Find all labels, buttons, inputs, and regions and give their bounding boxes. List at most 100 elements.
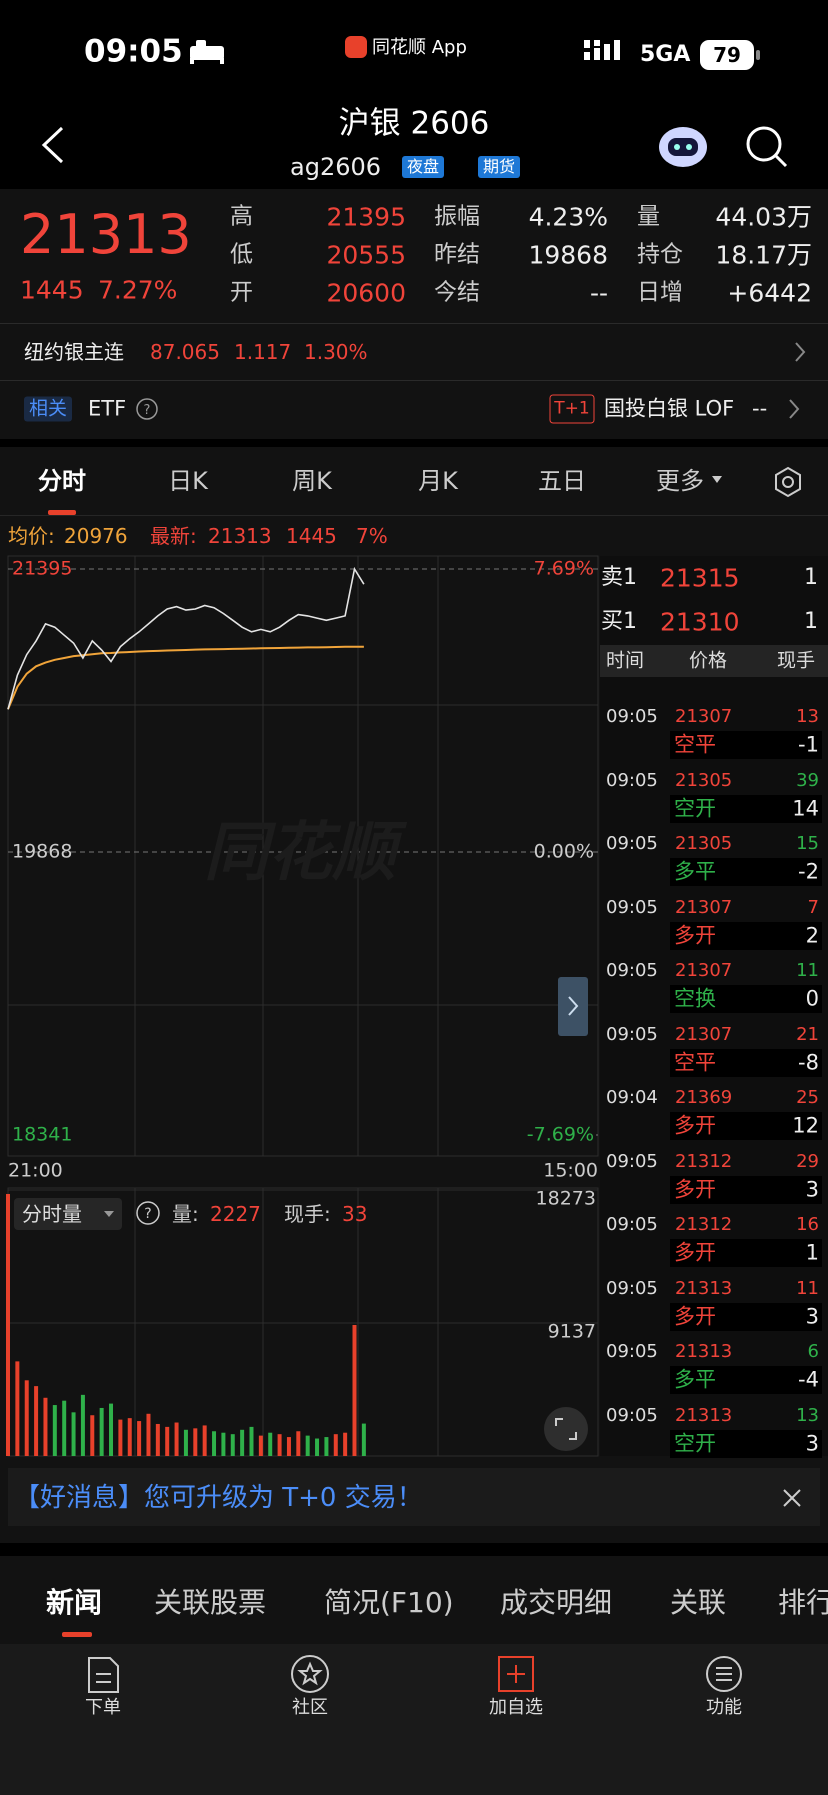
- trade-type: 多开: [674, 1177, 716, 1201]
- page-title: 沪银 2606: [338, 105, 490, 142]
- assistant-icon[interactable]: [659, 127, 707, 167]
- trade-type: 多平: [674, 859, 716, 884]
- trade-type-bg: [670, 1302, 822, 1331]
- trade-type: 多开: [674, 923, 716, 947]
- news-tab[interactable]: 关联股票: [154, 1586, 267, 1619]
- chart-tab[interactable]: 日K: [168, 467, 208, 495]
- search-icon[interactable]: [746, 126, 788, 168]
- trade-time: 09:05: [606, 960, 658, 981]
- trade-hand: 2: [805, 923, 819, 947]
- info-avg: 20976: [64, 524, 128, 548]
- nav-label[interactable]: 下单: [85, 1697, 121, 1718]
- trade-time: 09:05: [606, 1150, 658, 1172]
- trade-type: 多开: [674, 1113, 716, 1138]
- close-banner[interactable]: [783, 1489, 801, 1507]
- battery-cap: [756, 50, 760, 60]
- stat-label: 日增: [637, 279, 683, 306]
- help-icon[interactable]: ?: [136, 1201, 160, 1225]
- trade-type: 空换: [674, 986, 716, 1011]
- volume-bar: [324, 1437, 329, 1456]
- trade-type-bg: [670, 1239, 822, 1267]
- y2-tick-label: 0.00%: [533, 840, 594, 863]
- volume-bar: [15, 1361, 20, 1456]
- volume-bar: [155, 1423, 160, 1456]
- book-header: 价格: [689, 649, 728, 672]
- chart-tab[interactable]: 分时: [38, 467, 86, 495]
- settings-icon[interactable]: [775, 466, 801, 498]
- trade-type-bg: [670, 1175, 822, 1204]
- trade-price: 21307: [675, 706, 733, 727]
- trade-price: 21307: [675, 896, 733, 918]
- nav-label[interactable]: 社区: [292, 1697, 328, 1718]
- trade-type: 空平: [674, 1050, 716, 1074]
- x-tick-label: 15:00: [543, 1159, 598, 1182]
- trade-qty: 13: [796, 1404, 819, 1426]
- chart-tab[interactable]: 五日: [538, 467, 586, 495]
- signal-icon: [584, 40, 620, 60]
- fund-name[interactable]: 国投白银 LOF: [604, 396, 735, 421]
- related-name[interactable]: 纽约银主连: [24, 340, 124, 364]
- volume-bar: [52, 1405, 57, 1456]
- settings-icon-core: [782, 476, 794, 488]
- news-tab[interactable]: 成交明细: [500, 1586, 613, 1619]
- chevron[interactable]: [795, 342, 806, 362]
- trade-time: 09:05: [606, 896, 658, 918]
- volume-title[interactable]: 分时量: [22, 1202, 82, 1226]
- t1-badge-frame: [549, 394, 595, 424]
- trade-price: 21312: [675, 1214, 733, 1235]
- promo-banner[interactable]: 【好消息】您可升级为 T+0 交易！: [14, 1483, 423, 1513]
- related-pct: 1.30%: [304, 340, 368, 364]
- average-line: [7, 645, 364, 710]
- svg-text:?: ?: [144, 1206, 151, 1222]
- volume-bar: [212, 1431, 217, 1456]
- trade-type-bg: [670, 1429, 822, 1458]
- trade-time: 09:05: [606, 1277, 658, 1299]
- volume-bar: [286, 1437, 291, 1456]
- news-tab[interactable]: 关联: [670, 1586, 727, 1619]
- volume-bar: [118, 1419, 123, 1456]
- nav-label[interactable]: 加自选: [489, 1697, 543, 1718]
- volume-bar: [249, 1426, 254, 1456]
- related-change: 1.117: [234, 340, 292, 364]
- expand-icon[interactable]: [544, 1407, 588, 1451]
- nav-label[interactable]: 功能: [706, 1697, 742, 1718]
- chart-tab[interactable]: 月K: [418, 467, 458, 495]
- news-tab[interactable]: 简况(F10): [324, 1586, 454, 1619]
- tab-indicator: [48, 510, 76, 515]
- volume-bar: [137, 1421, 142, 1456]
- trade-qty: 6: [807, 1341, 819, 1362]
- stat-value: 19868: [528, 240, 608, 270]
- info-latest-label: 最新:: [150, 524, 197, 548]
- chart-tab[interactable]: 周K: [292, 467, 332, 495]
- trade-price: 21307: [675, 960, 733, 981]
- back-button[interactable]: [41, 126, 64, 164]
- info-change: 1445: [286, 524, 337, 548]
- news-tabs-bg: [0, 1556, 828, 1644]
- trade-qty: 39: [796, 769, 819, 791]
- volume-selector[interactable]: [14, 1198, 122, 1230]
- dropdown-arrow: [104, 1211, 114, 1217]
- tab-divider: [0, 515, 828, 516]
- info-icon: ?: [136, 398, 158, 420]
- chevron[interactable]: [789, 399, 800, 419]
- trade-qty: 13: [796, 706, 819, 727]
- status-app: 同花顺 App: [372, 37, 467, 58]
- trade-type: 多平: [674, 1367, 716, 1392]
- book-header: 时间: [606, 649, 645, 672]
- chart-tab[interactable]: 更多: [656, 467, 704, 495]
- banner-bg[interactable]: [8, 1468, 820, 1526]
- volume-bar: [240, 1429, 245, 1456]
- related-price: 87.065: [150, 340, 220, 364]
- nav-icon-watchlist: [498, 1656, 534, 1692]
- side-toggle[interactable]: [558, 977, 588, 1036]
- trade-type: 空平: [674, 732, 716, 757]
- news-tab[interactable]: 新闻: [46, 1586, 103, 1619]
- trade-time: 09:05: [606, 833, 658, 854]
- trade-hand: -8: [798, 1050, 819, 1074]
- etf-link[interactable]: ETF: [88, 396, 127, 421]
- news-tab[interactable]: 排行: [778, 1586, 828, 1619]
- trade-qty: 16: [796, 1214, 819, 1235]
- trade-hand: 14: [792, 796, 819, 820]
- trade-hand: 0: [805, 986, 819, 1011]
